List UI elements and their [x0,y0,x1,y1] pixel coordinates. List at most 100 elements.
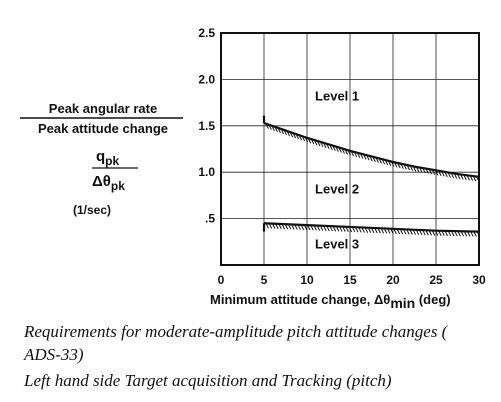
hatch-mark [292,132,297,139]
hatch-mark [355,226,359,233]
hatch-mark [268,223,273,229]
hatch-mark [469,175,474,181]
hatch-mark [422,229,426,236]
hatch-mark [297,224,301,230]
hatch-mark [399,228,404,235]
hatch-mark [339,226,343,232]
hatch-mark [447,172,451,178]
hatch-mark [441,230,445,237]
hatch-mark [329,225,333,232]
hatch-mark [377,227,381,234]
x-tick-label: 5 [261,273,268,287]
region-labels: Level 1 Level 2 Level 3 [315,89,359,252]
hatch-mark [431,230,436,236]
hatch-mark [275,223,279,229]
hatch-mark [361,227,365,233]
hatch-mark [332,145,336,151]
hatch-mark [425,168,429,174]
hatch-mark [316,225,321,231]
x-tick-labels: 0 5 10 15 20 25 30 [218,273,486,287]
hatch-mark [378,158,382,164]
region-label: Level 3 [315,236,359,251]
hatch-mark [281,223,285,230]
hatch-mark [310,225,314,231]
hatch-mark [412,166,417,172]
hatch-mark [286,130,291,137]
hatch-mark [301,135,306,142]
hatch-mark [265,123,269,129]
hatch-mark [347,150,352,156]
hatch-mark [335,146,339,152]
hatch-mark [358,227,362,233]
hatch-mark [470,231,474,237]
hatch-mark [438,170,442,177]
hatch-mark [367,227,372,233]
hatch-mark [419,229,423,236]
x-tick-label: 30 [472,273,486,287]
hatch-mark [456,173,461,180]
hatch-mark [406,164,410,171]
x-tick-label: 10 [300,273,314,287]
hatch-mark [335,226,340,232]
hatch-mark [412,229,417,235]
hatch-mark [422,167,426,174]
ylabel-numerator: Peak angular rate [49,101,157,116]
grid-lines [221,33,479,265]
hatch-mark [295,133,300,140]
hatch-mark [342,226,346,232]
hatch-mark [444,230,448,237]
hatch-mark [466,231,471,237]
hatch-mark [345,226,349,232]
hatch-mark [409,229,413,235]
hatch-mark [274,126,278,133]
hatch-mark [438,230,442,236]
hatch-mark [265,223,269,229]
hatch-mark [271,125,275,131]
hatch-mark [326,225,330,232]
hatch-mark [323,225,327,232]
hatch-mark [291,224,295,230]
caption-line-3: Left hand side Target acquisition and Tr… [24,371,392,390]
hatch-mark [307,224,311,231]
hatch-mark [383,228,388,234]
hatch-mark [348,226,353,233]
y-tick-label: 2.0 [198,72,215,86]
hatch-mark [406,229,410,235]
hatch-mark [277,127,281,134]
hatch-mark [472,175,477,182]
hatch-mark [450,230,455,237]
hatch-mark [434,230,439,236]
hatch-mark [400,163,404,169]
x-tick-label: 20 [386,273,400,287]
hatch-mark [419,167,423,173]
hatch-mark [316,140,321,147]
hatch-mark [453,173,458,179]
hatch-mark [341,148,345,154]
hatch-mark [329,144,333,150]
hatch-mark [363,154,367,160]
hatch-mark [298,134,303,141]
hatch-mark [431,169,436,175]
hatch-mark [332,226,337,232]
ylabel-symbol-denominator: Δθpk [92,173,125,193]
hatch-mark [289,131,294,138]
hatch-mark [372,156,376,162]
hatch-mark [268,124,272,130]
hatch-mark [303,224,308,231]
region-label: Level 1 [315,89,359,104]
hatch-mark [326,143,330,150]
hatch-mark [320,141,324,148]
hatch-mark [350,150,355,157]
hatch-mark [387,228,391,234]
hatch-mark [454,230,458,237]
hatch-mark [428,168,433,175]
hatch-mark [319,225,324,231]
hatch-mark [428,230,432,236]
caption-line-2: ADS-33) [24,345,84,364]
hatch-mark [394,162,398,168]
hatch-mark [403,164,407,170]
caption-line-1: Requirements for moderate-amplitude pitc… [24,322,448,341]
hatch-mark [371,227,375,234]
hatch-mark [381,158,386,165]
x-tick-label: 0 [218,273,225,287]
